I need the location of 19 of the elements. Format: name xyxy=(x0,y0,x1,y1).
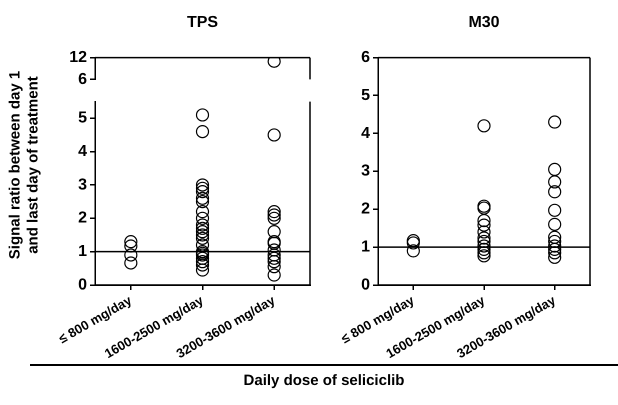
y-tick-label: 6 xyxy=(78,70,88,88)
y-tick-label: 2 xyxy=(361,200,370,218)
y-tick-label: 0 xyxy=(361,276,370,294)
y-tick-label: 5 xyxy=(78,110,88,127)
y-tick-label: 5 xyxy=(361,86,370,104)
y-tick-label: 1 xyxy=(361,238,370,256)
chart-title: TPS xyxy=(186,14,220,32)
y-tick-label: 4 xyxy=(78,143,88,160)
y-tick-label: 1 xyxy=(78,243,88,260)
y-axis-title: Signal ratio between day 1 and last day of treatment xyxy=(6,70,42,262)
x-axis-title: Daily dose of seliciclib xyxy=(30,364,618,389)
y-tick-label: 3 xyxy=(361,162,370,180)
y-tick-label: 2 xyxy=(78,210,88,227)
y-tick-label: 6 xyxy=(361,49,370,66)
y-tick-label: 3 xyxy=(78,176,88,194)
chart-title: M30 xyxy=(467,14,501,32)
y-tick-label: 4 xyxy=(361,124,370,142)
y-tick-label: 0 xyxy=(78,276,88,294)
y-tick-label: 12 xyxy=(69,49,88,66)
